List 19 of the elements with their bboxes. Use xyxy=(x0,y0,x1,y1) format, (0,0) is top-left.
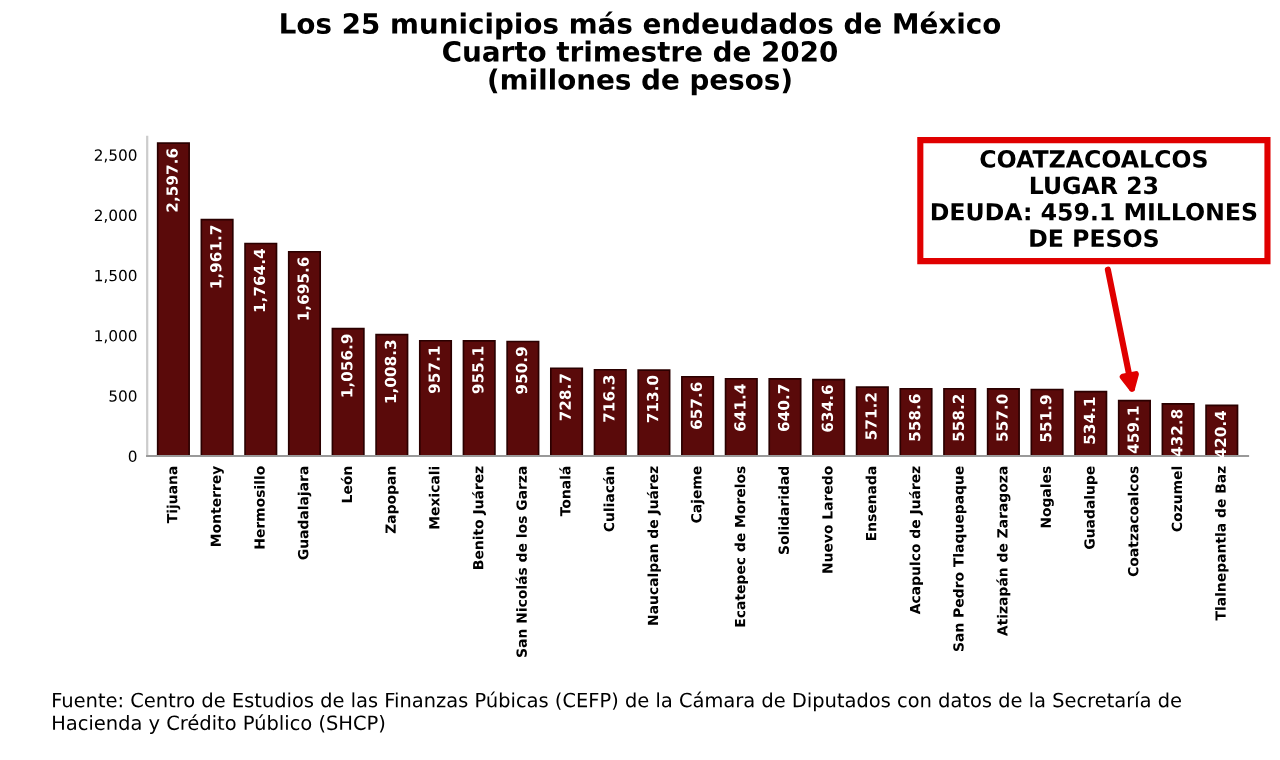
bar xyxy=(418,339,453,456)
bar xyxy=(681,375,715,456)
annotation: COATZACOALCOS LUGAR 23 DEUDA: 459.1 MILLONES DE PESOS xyxy=(931,149,1257,248)
chart-title: Los 25 municipios más endeudados de México Cuarto trimestre de 2020 (millones de pesos) xyxy=(281,11,1001,96)
bar xyxy=(593,368,627,456)
bar xyxy=(768,377,802,456)
bar xyxy=(462,340,496,456)
bar xyxy=(375,333,409,456)
bar xyxy=(200,218,234,456)
bar xyxy=(506,340,540,456)
bar xyxy=(724,377,758,456)
bar xyxy=(637,369,671,456)
bar xyxy=(244,242,278,456)
bar xyxy=(549,367,584,456)
bar xyxy=(156,142,190,456)
bar xyxy=(331,327,365,456)
bar xyxy=(899,387,933,456)
bar xyxy=(287,250,322,456)
source-note: Fuente: Centro de Estudios de las Finanzas Púbicas (CEFP) de la Cámara de Diputados con datos de la Secretaría de Hacienda y Crédito Público (SHCP) xyxy=(53,691,1181,734)
